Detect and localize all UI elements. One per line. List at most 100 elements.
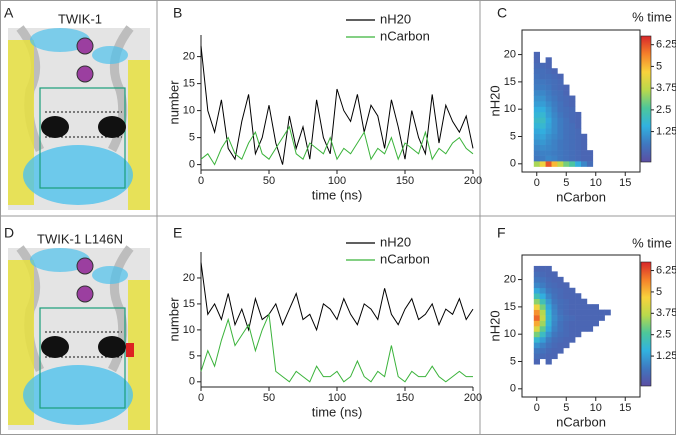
heat-cell xyxy=(539,101,546,107)
heat-cell xyxy=(539,342,546,349)
heat-cell xyxy=(557,304,564,310)
heat-cell xyxy=(551,287,558,294)
heat-cell xyxy=(551,106,558,113)
heat-cell xyxy=(569,336,576,343)
heat-cell xyxy=(539,128,546,135)
heat-cell xyxy=(533,128,540,135)
heat-cell xyxy=(545,358,552,365)
heat-cell xyxy=(563,106,570,113)
heat-cell xyxy=(545,155,552,162)
heat-cell xyxy=(575,139,582,145)
heat-cell xyxy=(575,133,582,140)
heat-cell xyxy=(551,320,558,327)
heat-cell xyxy=(545,282,552,289)
y-tick-label: 0 xyxy=(189,159,195,171)
x-tick-label: 15 xyxy=(619,402,631,414)
heat-cell xyxy=(563,144,570,151)
heat-cell xyxy=(533,331,540,338)
heat-cell xyxy=(569,161,576,167)
heat-cell xyxy=(545,298,552,305)
heat-cell xyxy=(557,95,564,102)
heat-cell xyxy=(575,111,582,118)
heat-cell xyxy=(557,276,564,283)
heat-cell xyxy=(533,101,540,107)
y-axis-label: number xyxy=(166,297,181,342)
heat-cell xyxy=(545,309,552,316)
heat-cell xyxy=(563,342,570,349)
heat-cell xyxy=(586,315,594,321)
heat-cell xyxy=(575,320,582,327)
y-tick-label: 10 xyxy=(504,103,516,115)
heat-cell xyxy=(557,128,564,135)
heat-cell xyxy=(545,342,552,349)
colorbar xyxy=(640,261,652,387)
heat-cell xyxy=(569,287,576,294)
heat-cell xyxy=(563,84,570,91)
heat-cell xyxy=(545,304,552,310)
heat-cell xyxy=(533,271,540,278)
heat-cell xyxy=(539,326,546,332)
heat-cell xyxy=(575,128,582,135)
y-tick-label: 20 xyxy=(504,48,516,60)
y-tick-label: 20 xyxy=(504,273,516,285)
heat-cell xyxy=(557,111,564,118)
axes-frame xyxy=(521,254,641,398)
heat-cell xyxy=(539,315,546,321)
colorbar-tick-label: 6.25 xyxy=(656,264,676,276)
colorbar-tick-label: 6.25 xyxy=(656,39,676,51)
x-tick-label: 50 xyxy=(263,392,275,404)
heat-cell xyxy=(545,122,552,129)
heat-cell xyxy=(569,309,576,316)
x-tick-label: 100 xyxy=(328,175,346,187)
heat-cell xyxy=(557,320,564,327)
heat-cell xyxy=(539,95,546,102)
heat-cell xyxy=(551,331,558,338)
panel-label: D xyxy=(4,225,14,241)
heat-cell xyxy=(563,326,570,332)
heat-cell xyxy=(539,73,546,80)
heat-cell xyxy=(545,133,552,140)
heat-cell xyxy=(551,276,558,283)
y-axis-label: number xyxy=(166,80,181,125)
heat-cell xyxy=(563,309,570,316)
heat-cell xyxy=(563,139,570,145)
heat-cell xyxy=(545,139,552,145)
heat-cell xyxy=(539,150,546,156)
colorbar-tick-label: 5 xyxy=(656,60,662,72)
heat-cell xyxy=(551,84,558,91)
heat-cell xyxy=(533,111,540,118)
y-axis-label: nH20 xyxy=(487,310,502,341)
heat-cell xyxy=(581,315,588,321)
y-tick-label: 15 xyxy=(183,298,195,310)
heat-cell xyxy=(545,276,552,283)
heat-cell xyxy=(569,315,576,321)
heat-cell xyxy=(533,90,540,96)
heat-cell xyxy=(581,298,588,305)
heat-cell xyxy=(545,73,552,80)
heat-cell xyxy=(592,309,599,316)
heat-cell xyxy=(563,111,570,118)
heat-cell xyxy=(533,51,540,58)
heat-cell xyxy=(551,293,558,299)
heat-cell xyxy=(557,347,564,354)
heat-cell xyxy=(557,133,564,140)
colorbar-tick-label: 2.5 xyxy=(656,329,671,341)
heat-cell xyxy=(557,139,564,145)
x-tick-label: 10 xyxy=(590,177,602,189)
x-tick-label: 150 xyxy=(396,175,414,187)
heat-cell xyxy=(545,62,552,69)
heat-cell xyxy=(545,326,552,332)
heat-cell xyxy=(563,282,570,289)
heat-cell xyxy=(533,282,540,289)
heat-cell xyxy=(539,336,546,343)
heat-cell xyxy=(563,298,570,305)
heat-cell xyxy=(539,276,546,283)
heat-cell xyxy=(575,304,582,310)
heat-cell xyxy=(533,347,540,354)
heat-cell xyxy=(575,315,582,321)
heat-cell xyxy=(551,128,558,135)
heat-cell xyxy=(557,282,564,289)
x-tick-label: 0 xyxy=(534,177,540,189)
heat-cell xyxy=(533,320,540,327)
